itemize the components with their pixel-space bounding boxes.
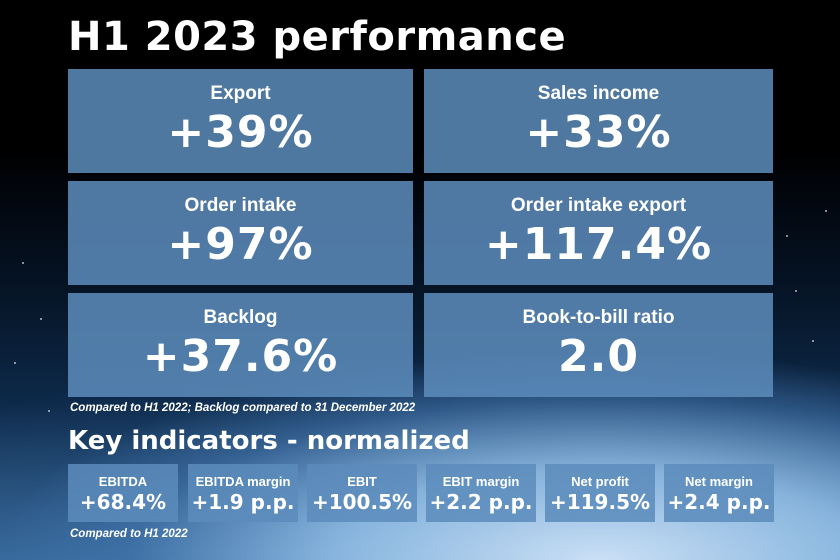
tile-order-intake: Order intake +97% bbox=[68, 181, 413, 285]
indicator-value: +119.5% bbox=[549, 490, 651, 514]
section-title: Key indicators - normalized bbox=[68, 426, 470, 456]
indicator-label: Net margin bbox=[685, 474, 753, 489]
tile-value: +117.4% bbox=[484, 219, 713, 270]
tile-label: Book-to-bill ratio bbox=[522, 307, 675, 328]
indicator-value: +68.4% bbox=[79, 490, 167, 514]
tile-value: +39% bbox=[167, 107, 314, 158]
tile-value: +97% bbox=[167, 219, 314, 270]
tile-value: 2.0 bbox=[558, 331, 639, 382]
indicator-ebitda: EBITDA +68.4% bbox=[68, 464, 178, 522]
indicator-label: EBITDA margin bbox=[195, 474, 291, 489]
tile-backlog: Backlog +37.6% bbox=[68, 293, 413, 397]
tile-label: Sales income bbox=[537, 83, 660, 104]
comparison-note: Compared to H1 2022; Backlog compared to… bbox=[70, 402, 416, 414]
tile-label: Order intake bbox=[184, 195, 297, 216]
indicator-value: +100.5% bbox=[311, 490, 413, 514]
indicator-net-profit: Net profit +119.5% bbox=[545, 464, 655, 522]
indicator-value: +2.2 p.p. bbox=[429, 490, 533, 514]
indicator-value: +2.4 p.p. bbox=[667, 490, 771, 514]
indicator-ebit: EBIT +100.5% bbox=[307, 464, 417, 522]
tile-value: +37.6% bbox=[142, 331, 339, 382]
indicator-net-margin: Net margin +2.4 p.p. bbox=[664, 464, 774, 522]
indicator-ebitda-margin: EBITDA margin +1.9 p.p. bbox=[188, 464, 298, 522]
page-title: H1 2023 performance bbox=[68, 14, 567, 60]
indicator-label: EBIT bbox=[347, 474, 377, 489]
indicator-label: EBIT margin bbox=[442, 474, 520, 489]
indicator-label: Net profit bbox=[571, 474, 629, 489]
tile-label: Backlog bbox=[203, 307, 278, 328]
tile-value: +33% bbox=[525, 107, 672, 158]
tile-order-intake-export: Order intake export +117.4% bbox=[424, 181, 773, 285]
tile-book-to-bill: Book-to-bill ratio 2.0 bbox=[424, 293, 773, 397]
indicator-ebit-margin: EBIT margin +2.2 p.p. bbox=[426, 464, 536, 522]
tile-label: Order intake export bbox=[510, 195, 687, 216]
tile-export: Export +39% bbox=[68, 69, 413, 173]
comparison-note-bottom: Compared to H1 2022 bbox=[70, 528, 188, 540]
indicator-label: EBITDA bbox=[98, 474, 148, 489]
indicator-value: +1.9 p.p. bbox=[191, 490, 295, 514]
tile-label: Export bbox=[210, 83, 271, 104]
tile-sales-income: Sales income +33% bbox=[424, 69, 773, 173]
